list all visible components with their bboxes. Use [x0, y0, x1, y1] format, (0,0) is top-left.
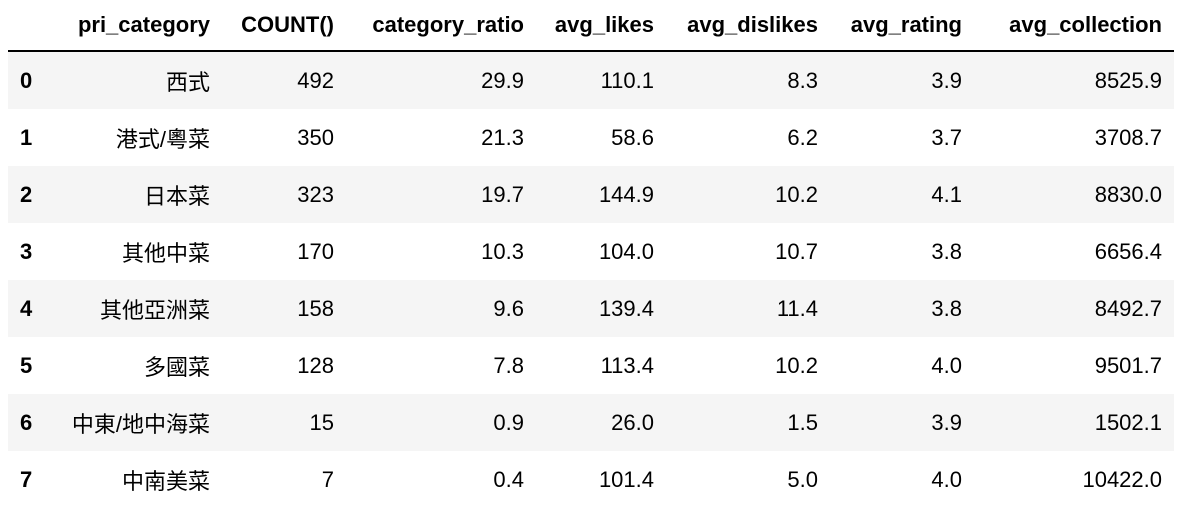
cell-pri-category: 港式/粵菜 — [115, 126, 210, 152]
cell-avg-dislikes: 10.2 — [775, 181, 818, 207]
dataframe-table: pri_category COUNT() category_ratio avg_… — [8, 0, 1174, 508]
cell-count: 15 — [309, 409, 334, 435]
cell-count: 323 — [297, 181, 334, 207]
cell-count: 350 — [297, 124, 334, 150]
header-row: pri_category COUNT() category_ratio avg_… — [8, 0, 1174, 52]
cell-count: 170 — [297, 238, 334, 264]
cell-avg-dislikes: 10.2 — [775, 352, 818, 378]
cell-avg-dislikes: 11.4 — [776, 295, 818, 321]
cell-avg-rating: 3.9 — [931, 67, 962, 93]
cell-pri-category: 中東/地中海菜 — [71, 411, 210, 437]
header-count: COUNT() — [222, 0, 346, 52]
table-row: 4 其他亞洲菜 158 9.6 139.4 11.4 3.8 8492.7 — [8, 280, 1174, 337]
cell-avg-collection: 10422.0 — [1082, 466, 1162, 492]
table-row: 0 西式 492 29.9 110.1 8.3 3.9 8525.9 — [8, 51, 1174, 109]
cell-avg-rating: 3.8 — [931, 238, 962, 264]
table-body: 0 西式 492 29.9 110.1 8.3 3.9 8525.9 1 港式/… — [8, 51, 1174, 508]
cell-avg-rating: 3.7 — [931, 124, 962, 150]
cell-pri-category: 其他亞洲菜 — [99, 297, 210, 323]
cell-category-ratio: 21.3 — [481, 124, 524, 150]
row-index: 1 — [20, 124, 33, 150]
row-index: 0 — [20, 67, 33, 93]
table-row: 1 港式/粵菜 350 21.3 58.6 6.2 3.7 3708.7 — [8, 109, 1174, 166]
cell-avg-likes: 144.9 — [598, 181, 654, 207]
header-avg-rating: avg_rating — [830, 0, 974, 52]
cell-count: 128 — [297, 352, 334, 378]
header-avg-dislikes: avg_dislikes — [666, 0, 830, 52]
row-index: 5 — [20, 352, 33, 378]
table-row: 6 中東/地中海菜 15 0.9 26.0 1.5 3.9 1502.1 — [8, 394, 1174, 451]
cell-avg-likes: 110.1 — [600, 67, 654, 93]
table-row: 5 多國菜 128 7.8 113.4 10.2 4.0 9501.7 — [8, 337, 1174, 394]
table-row: 7 中南美菜 7 0.4 101.4 5.0 4.0 10422.0 — [8, 451, 1174, 508]
cell-avg-rating: 4.0 — [931, 352, 962, 378]
cell-category-ratio: 19.7 — [481, 181, 524, 207]
cell-category-ratio: 7.8 — [493, 352, 524, 378]
cell-pri-category: 多國菜 — [143, 354, 210, 380]
cell-count: 158 — [297, 295, 334, 321]
dataframe-container: pri_category COUNT() category_ratio avg_… — [8, 0, 1174, 508]
row-index: 3 — [20, 238, 33, 264]
row-index: 4 — [20, 295, 33, 321]
cell-avg-collection: 6656.4 — [1094, 238, 1162, 264]
table-row: 3 其他中菜 170 10.3 104.0 10.7 3.8 6656.4 — [8, 223, 1174, 280]
cell-pri-category: 中南美菜 — [121, 468, 210, 494]
row-index: 2 — [20, 181, 33, 207]
table-header: pri_category COUNT() category_ratio avg_… — [8, 0, 1174, 52]
header-avg-collection: avg_collection — [974, 0, 1174, 52]
cell-avg-dislikes: 6.2 — [787, 124, 818, 150]
cell-category-ratio: 29.9 — [481, 67, 524, 93]
cell-category-ratio: 10.3 — [481, 238, 524, 264]
cell-avg-likes: 139.4 — [598, 295, 654, 321]
row-index: 6 — [20, 409, 33, 435]
cell-avg-collection: 9501.7 — [1094, 352, 1162, 378]
cell-avg-collection: 1502.1 — [1094, 409, 1162, 435]
cell-pri-category: 其他中菜 — [121, 240, 210, 266]
cell-avg-rating: 3.9 — [931, 409, 962, 435]
cell-count: 7 — [321, 466, 334, 492]
cell-avg-likes: 104.0 — [598, 238, 654, 264]
header-avg-likes: avg_likes — [536, 0, 666, 52]
cell-avg-rating: 3.8 — [931, 295, 962, 321]
cell-avg-collection: 3708.7 — [1094, 124, 1162, 150]
header-index — [8, 0, 54, 52]
cell-avg-rating: 4.0 — [931, 466, 962, 492]
cell-avg-dislikes: 10.7 — [775, 238, 818, 264]
row-index: 7 — [20, 466, 33, 492]
cell-avg-collection: 8525.9 — [1094, 67, 1162, 93]
table-row: 2 日本菜 323 19.7 144.9 10.2 4.1 8830.0 — [8, 166, 1174, 223]
cell-category-ratio: 0.4 — [493, 466, 524, 492]
cell-avg-likes: 58.6 — [611, 124, 654, 150]
cell-avg-rating: 4.1 — [931, 181, 962, 207]
cell-avg-dislikes: 5.0 — [787, 466, 818, 492]
cell-avg-likes: 113.4 — [600, 352, 654, 378]
cell-avg-collection: 8492.7 — [1094, 295, 1162, 321]
cell-avg-collection: 8830.0 — [1094, 181, 1162, 207]
cell-avg-likes: 101.4 — [598, 466, 654, 492]
cell-count: 492 — [297, 67, 334, 93]
cell-avg-dislikes: 1.5 — [787, 409, 818, 435]
cell-category-ratio: 9.6 — [493, 295, 524, 321]
cell-pri-category: 日本菜 — [143, 183, 210, 209]
header-pri-category: pri_category — [54, 0, 222, 52]
header-category-ratio: category_ratio — [346, 0, 536, 52]
cell-avg-likes: 26.0 — [611, 409, 654, 435]
cell-pri-category: 西式 — [165, 69, 210, 95]
cell-category-ratio: 0.9 — [493, 409, 524, 435]
cell-avg-dislikes: 8.3 — [787, 67, 818, 93]
